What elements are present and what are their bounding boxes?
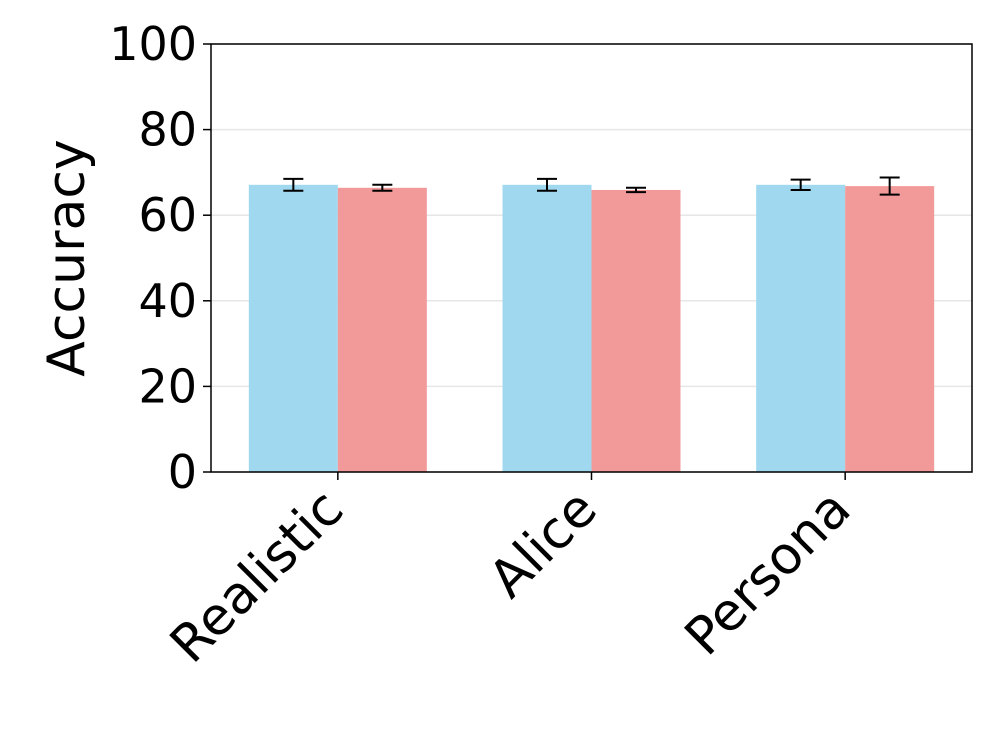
plot-frame <box>210 43 973 473</box>
y-axis-label: Accuracy <box>37 139 97 376</box>
y-tick-label: 60 <box>138 188 197 242</box>
y-tick-label: 20 <box>138 359 197 413</box>
error-bar <box>626 186 646 194</box>
x-tick-label: Alice <box>478 479 609 610</box>
bar <box>337 187 427 473</box>
y-tick-label: 80 <box>138 103 197 157</box>
error-bar <box>283 177 304 192</box>
error-bar <box>879 176 900 196</box>
bar <box>502 184 592 472</box>
y-tick-label: 100 <box>109 17 197 71</box>
bar <box>248 184 338 472</box>
y-tick-label: 0 <box>168 445 197 499</box>
x-tick-label: Persona <box>674 479 863 668</box>
x-tick-label: Realistic <box>159 479 355 675</box>
bar <box>591 189 681 472</box>
error-bar <box>537 177 557 192</box>
error-bar <box>790 178 811 191</box>
error-bar <box>372 183 393 192</box>
bar <box>845 186 935 472</box>
y-tick-label: 40 <box>138 274 197 328</box>
bar <box>756 184 846 472</box>
